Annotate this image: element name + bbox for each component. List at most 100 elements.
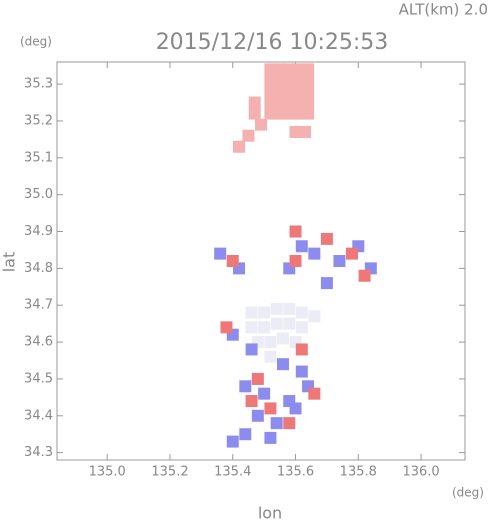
echo-cell bbox=[248, 96, 261, 109]
echo-cell bbox=[270, 317, 283, 330]
echo-cell bbox=[292, 85, 305, 98]
echo-cell bbox=[276, 358, 289, 371]
echo-cell bbox=[308, 247, 321, 260]
y-tick-label: 35.2 bbox=[24, 113, 53, 128]
y-tick-label: 35.1 bbox=[24, 150, 53, 165]
y-tick-label: 34.5 bbox=[24, 371, 53, 386]
echo-cell bbox=[245, 343, 258, 356]
y-tick-label: 34.6 bbox=[24, 335, 53, 350]
echo-cell bbox=[283, 417, 296, 430]
echo-cell bbox=[320, 277, 333, 290]
echo-cell bbox=[295, 343, 308, 356]
echo-cell bbox=[264, 431, 277, 444]
y-unit: (deg) bbox=[20, 35, 52, 49]
y-axis-label: lat bbox=[0, 252, 19, 273]
echo-cell bbox=[273, 96, 286, 109]
echo-cell bbox=[292, 96, 305, 109]
echo-cell bbox=[270, 417, 283, 430]
echo-cell bbox=[245, 321, 258, 334]
echo-cell bbox=[264, 74, 277, 87]
echo-cell bbox=[295, 365, 308, 378]
echo-cell bbox=[283, 63, 296, 76]
y-tick-label: 34.3 bbox=[24, 445, 53, 460]
chart-title: 2015/12/16 10:25:53 bbox=[156, 30, 389, 55]
y-tick-label: 34.8 bbox=[24, 261, 53, 276]
echo-cell bbox=[226, 435, 239, 448]
x-tick-label: 135.0 bbox=[89, 465, 126, 480]
echo-cell bbox=[276, 332, 289, 345]
echo-cell bbox=[295, 240, 308, 253]
echo-cell bbox=[292, 63, 305, 76]
echo-cell bbox=[302, 74, 315, 87]
echo-cell bbox=[289, 225, 302, 238]
echo-cell bbox=[283, 85, 296, 98]
echo-cell bbox=[220, 321, 233, 334]
echo-cell bbox=[239, 380, 252, 393]
echo-cell bbox=[264, 350, 277, 363]
echo-cell bbox=[308, 387, 321, 400]
echo-cell bbox=[295, 321, 308, 334]
x-axis-label: lon bbox=[258, 504, 282, 522]
echo-cell bbox=[264, 96, 277, 109]
echo-cell bbox=[320, 232, 333, 245]
echo-cell bbox=[248, 107, 261, 120]
echo-cell bbox=[264, 107, 277, 120]
echo-cell bbox=[258, 387, 271, 400]
echo-cell bbox=[283, 96, 296, 109]
echo-cell bbox=[302, 96, 315, 109]
echo-cell bbox=[302, 107, 315, 120]
echo-cell bbox=[264, 336, 277, 349]
echo-cell bbox=[233, 140, 246, 153]
y-tick-label: 35.0 bbox=[24, 187, 53, 202]
echo-cell bbox=[273, 85, 286, 98]
echo-cell bbox=[283, 74, 296, 87]
echo-cell bbox=[251, 372, 264, 385]
x-tick-label: 135.2 bbox=[151, 465, 188, 480]
echo-cell bbox=[264, 63, 277, 76]
echo-cell bbox=[289, 402, 302, 415]
echo-cell bbox=[239, 428, 252, 441]
x-unit: (deg) bbox=[452, 486, 484, 500]
echo-cell bbox=[292, 107, 305, 120]
echo-cell bbox=[273, 74, 286, 87]
echo-cell bbox=[289, 255, 302, 267]
echo-cell bbox=[333, 255, 346, 267]
echo-cell bbox=[308, 310, 321, 323]
echo-cell bbox=[358, 269, 371, 282]
echo-cell bbox=[295, 306, 308, 319]
echo-cell bbox=[273, 107, 286, 120]
echo-cell bbox=[255, 118, 267, 131]
plot-frame bbox=[56, 61, 466, 461]
echo-cell bbox=[258, 321, 271, 334]
echo-cell bbox=[346, 247, 359, 260]
echo-cell bbox=[264, 402, 277, 415]
echo-cell bbox=[214, 247, 227, 260]
echo-cell bbox=[289, 126, 302, 139]
echo-cell bbox=[258, 306, 271, 319]
echo-cell bbox=[264, 85, 277, 98]
x-tick-label: 135.6 bbox=[277, 465, 314, 480]
echo-cell bbox=[302, 85, 315, 98]
x-tick-label: 136.0 bbox=[402, 465, 439, 480]
y-tick-label: 34.4 bbox=[24, 408, 53, 423]
echo-cell bbox=[283, 107, 296, 120]
echo-cell bbox=[251, 409, 264, 422]
echo-cell bbox=[226, 255, 239, 267]
x-tick-label: 135.4 bbox=[214, 465, 251, 480]
echo-cell bbox=[292, 74, 305, 87]
altitude-label: ALT(km) 2.0 bbox=[399, 1, 488, 19]
y-tick-label: 35.3 bbox=[24, 77, 53, 92]
echo-cell bbox=[302, 63, 315, 76]
echo-cell bbox=[283, 302, 296, 315]
echo-cell bbox=[273, 63, 286, 76]
echo-cell bbox=[245, 306, 258, 319]
echo-cell bbox=[298, 126, 311, 139]
echo-cell bbox=[270, 302, 283, 315]
echo-cell bbox=[283, 317, 296, 330]
y-tick-label: 34.7 bbox=[24, 298, 53, 313]
echo-cell bbox=[245, 395, 258, 408]
y-tick-label: 34.9 bbox=[24, 224, 53, 239]
echo-cell bbox=[242, 129, 255, 142]
x-tick-label: 135.8 bbox=[340, 465, 377, 480]
